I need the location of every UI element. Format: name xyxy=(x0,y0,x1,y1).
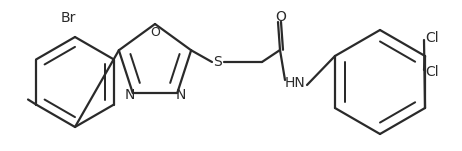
Text: S: S xyxy=(213,55,222,69)
Text: HN: HN xyxy=(285,76,305,90)
Text: N: N xyxy=(175,88,186,102)
Text: Cl: Cl xyxy=(425,31,439,45)
Text: Br: Br xyxy=(61,11,76,25)
Text: N: N xyxy=(124,88,135,102)
Text: O: O xyxy=(275,10,286,24)
Text: O: O xyxy=(150,26,160,39)
Text: Cl: Cl xyxy=(425,65,439,79)
